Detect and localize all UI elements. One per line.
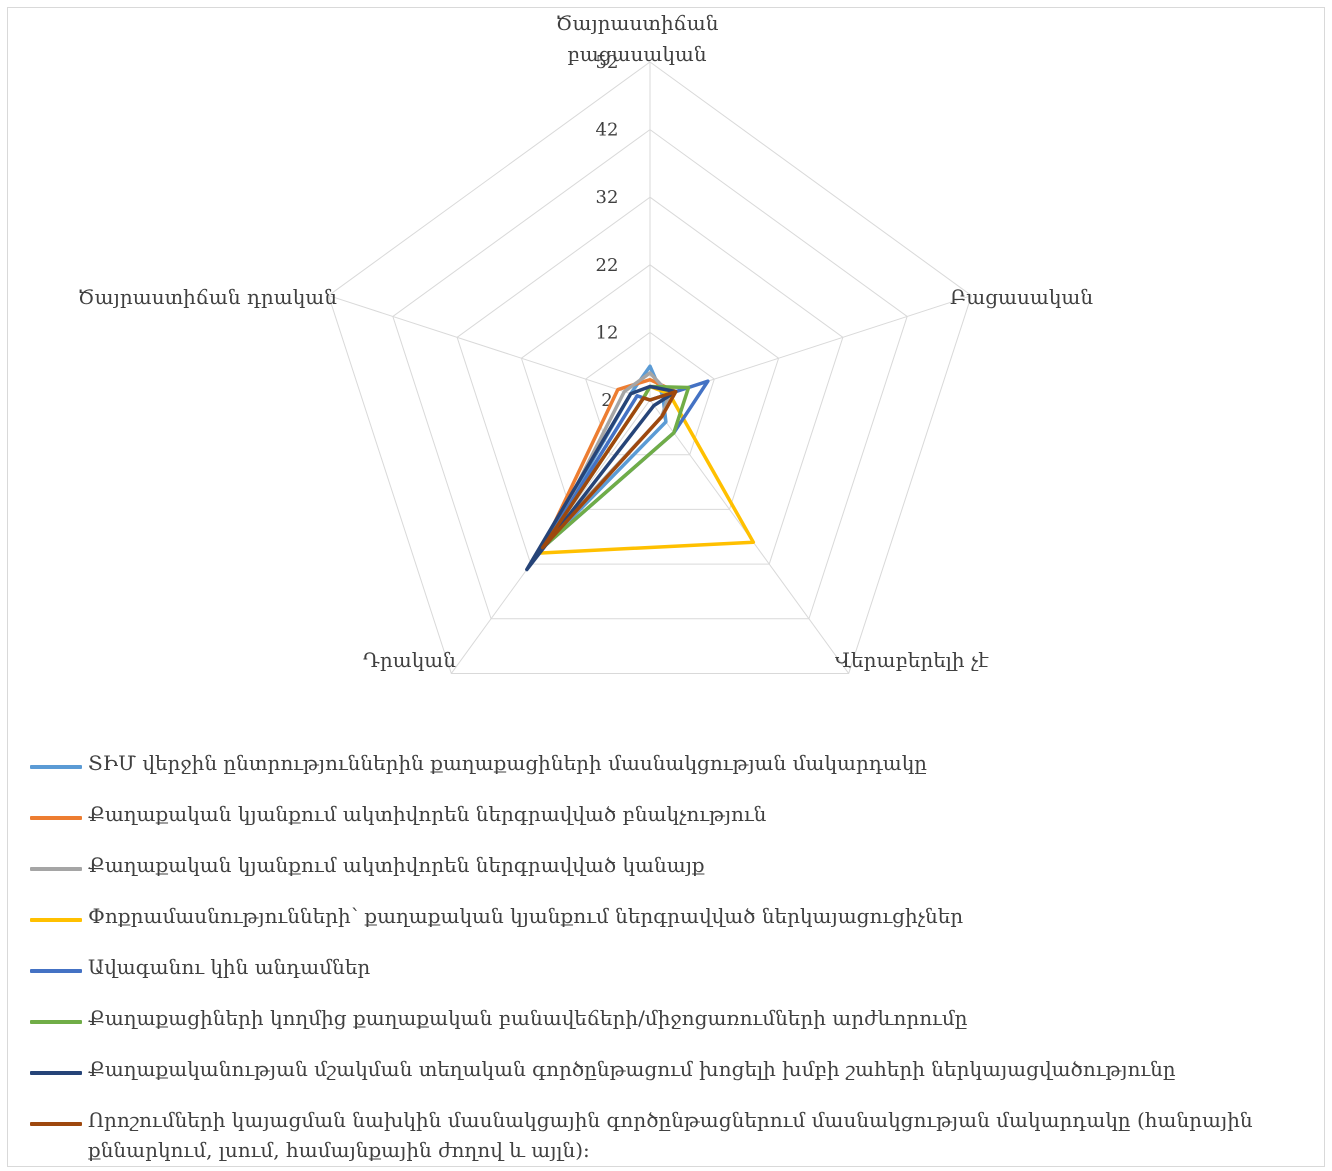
- series-line-4: [536, 384, 756, 555]
- legend-label: Որոշումների կայացման նախկին մասնակցային …: [88, 1108, 1253, 1162]
- axis-label-0: Ծայրաստիճան բացասական: [556, 11, 719, 66]
- legend-label: ՏԻՄ վերջին ընտրություններին քաղաքացիների…: [88, 751, 928, 775]
- legend-label: Քաղաքացիների կողմից քաղաքական բանավեճերի…: [88, 1006, 968, 1030]
- legend-swatch: [30, 1020, 82, 1024]
- legend: ՏԻՄ վերջին ընտրություններին քաղաքացիների…: [30, 748, 1310, 1162]
- legend-label: Քաղաքական կյանքում ակտիվորեն ներգրավված …: [88, 802, 767, 826]
- legend-swatch: [30, 765, 82, 769]
- legend-item: Քաղաքական կյանքում ակտիվորեն ներգրավված …: [30, 799, 1310, 850]
- legend-label: Փոքրամասնությունների՝ քաղաքական կյանքում…: [88, 904, 964, 928]
- series-line-8: [540, 389, 678, 550]
- legend-item: Փոքրամասնությունների՝ քաղաքական կյանքում…: [30, 901, 1310, 952]
- legend-item: ՏԻՄ վերջին ընտրություններին քաղաքացիների…: [30, 748, 1310, 799]
- tick-label: 42: [596, 120, 619, 141]
- grid-ring-32: [456, 196, 844, 565]
- legend-swatch: [30, 969, 82, 973]
- tick-label: 52: [596, 52, 619, 73]
- tick-label: 22: [596, 255, 619, 276]
- tick-label: 2: [601, 390, 612, 411]
- legend-item: Ավագանու կին անդամներ: [30, 952, 1310, 1003]
- legend-item: Քաղաքացիների կողմից քաղաքական բանավեճերի…: [30, 1003, 1310, 1054]
- axis-label-1: Բացասական: [950, 285, 1093, 309]
- radar-tick-labels: 2 12 22 32 42 52: [596, 52, 619, 411]
- legend-item: Որոշումների կայացման նախկին մասնակցային …: [30, 1105, 1310, 1162]
- axis-label-4: Ծայրաստիճան դրական: [78, 285, 337, 309]
- legend-swatch: [30, 918, 82, 922]
- legend-item: Քաղաքական կյանքում ակտիվորեն ներգրավված …: [30, 850, 1310, 901]
- radar-chart: 2 12 22 32 42 52 Ծայրաստիճան բացասական Բացասակա…: [78, 11, 1094, 674]
- chart-frame: [7, 7, 1325, 1167]
- axis-label-3: Դրական: [363, 648, 456, 672]
- tick-label: 12: [596, 322, 619, 343]
- legend-label: Քաղաքականության մշակման տեղական գործընթա…: [88, 1057, 1176, 1081]
- legend-label: Ավագանու կին անդամներ: [88, 955, 371, 979]
- legend-label: Քաղաքական կյանքում ակտիվորեն ներգրավված …: [88, 853, 705, 877]
- radar-series: [525, 364, 756, 572]
- series-line-7: [525, 384, 678, 572]
- legend-item: Քաղաքականության մշակման տեղական գործընթա…: [30, 1054, 1310, 1105]
- tick-label: 32: [596, 187, 619, 208]
- legend-swatch: [30, 1122, 82, 1126]
- grid-ring-42: [392, 128, 908, 620]
- legend-swatch: [30, 867, 82, 871]
- grid-ring-52: [327, 61, 973, 674]
- legend-swatch: [30, 1071, 82, 1075]
- radar-axis-labels: Ծայրաստիճան բացասական Բացասական Վերաբերելի …: [78, 11, 1094, 672]
- legend-swatch: [30, 816, 82, 820]
- spoke-4: [328, 295, 651, 401]
- grid-ring-22: [520, 264, 780, 510]
- axis-label-2: Վերաբերելի չէ: [835, 648, 989, 672]
- series-line-6: [540, 384, 691, 550]
